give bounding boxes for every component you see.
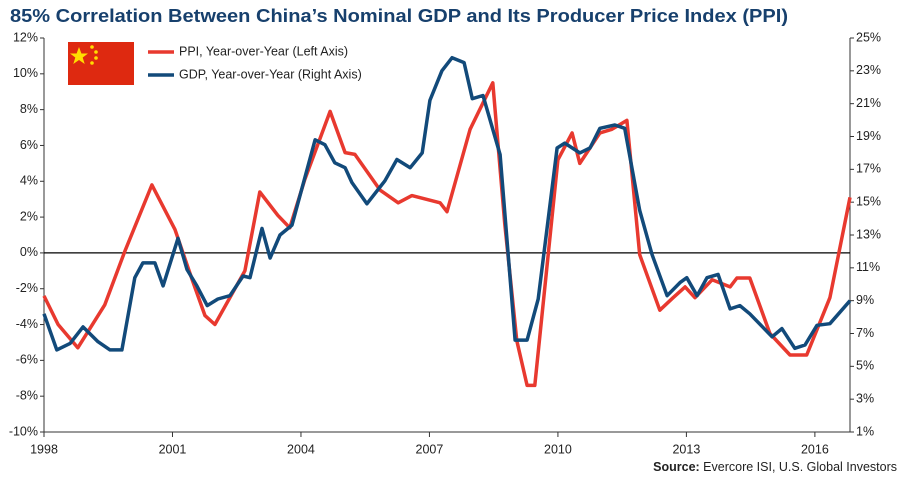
y-tick-label: 12%: [13, 30, 38, 44]
y-tick-label: 4%: [20, 174, 38, 188]
x-tick-label: 2016: [801, 442, 829, 456]
y2-tick-label: 11%: [856, 260, 880, 274]
y-tick-label: -2%: [16, 281, 38, 295]
y2-tick-label: 17%: [856, 162, 881, 176]
y-tick-label: -4%: [16, 317, 38, 331]
x-tick-label: 2004: [287, 442, 315, 456]
y-tick-label: -8%: [16, 388, 38, 402]
series-line: [42, 55, 852, 352]
axis-frame: [43, 38, 851, 433]
y-tick-label: 0%: [20, 245, 38, 259]
y-tick-label: 6%: [20, 138, 38, 152]
y2-tick-label: 7%: [856, 326, 874, 340]
x-tick-label: 2001: [159, 442, 187, 456]
x-tick-label: 1998: [30, 442, 58, 456]
chart-title: 85% Correlation Between China’s Nominal …: [10, 6, 788, 26]
series-line: [42, 81, 852, 388]
flag-star: [90, 45, 94, 49]
x-tick-label: 2007: [416, 442, 444, 456]
y-tick-label: 2%: [20, 209, 38, 223]
x-tick-label: 2010: [544, 442, 572, 456]
legend-label: GDP, Year-over-Year (Right Axis): [179, 67, 362, 81]
y2-tick-label: 25%: [856, 30, 881, 44]
source-text: Evercore ISI, U.S. Global Investors: [703, 460, 897, 474]
y-tick-label: -6%: [16, 353, 38, 367]
flag-star: [94, 50, 98, 54]
flag-star: [94, 56, 98, 60]
y2-tick-label: 1%: [856, 424, 874, 438]
y2-tick-label: 5%: [856, 359, 874, 373]
china-flag: [68, 42, 134, 85]
y2-tick-label: 21%: [856, 96, 881, 110]
y-tick-label: -10%: [9, 424, 38, 438]
y-tick-label: 10%: [13, 66, 38, 80]
source-label: Source:: [653, 460, 700, 474]
flag-star: [90, 61, 94, 65]
y2-tick-label: 13%: [856, 227, 881, 241]
legend-label: PPI, Year-over-Year (Left Axis): [179, 44, 348, 58]
x-tick-label: 2013: [672, 442, 700, 456]
y2-tick-label: 9%: [856, 293, 874, 307]
source: Source: Evercore ISI, U.S. Global Invest…: [653, 460, 897, 474]
y2-tick-label: 3%: [856, 391, 874, 405]
flag-field: [68, 42, 134, 85]
y2-tick-label: 19%: [856, 129, 881, 143]
y2-tick-label: 23%: [856, 63, 881, 77]
y2-tick-label: 15%: [856, 194, 881, 208]
flag-star: [70, 47, 88, 64]
y-tick-label: 8%: [20, 102, 38, 116]
